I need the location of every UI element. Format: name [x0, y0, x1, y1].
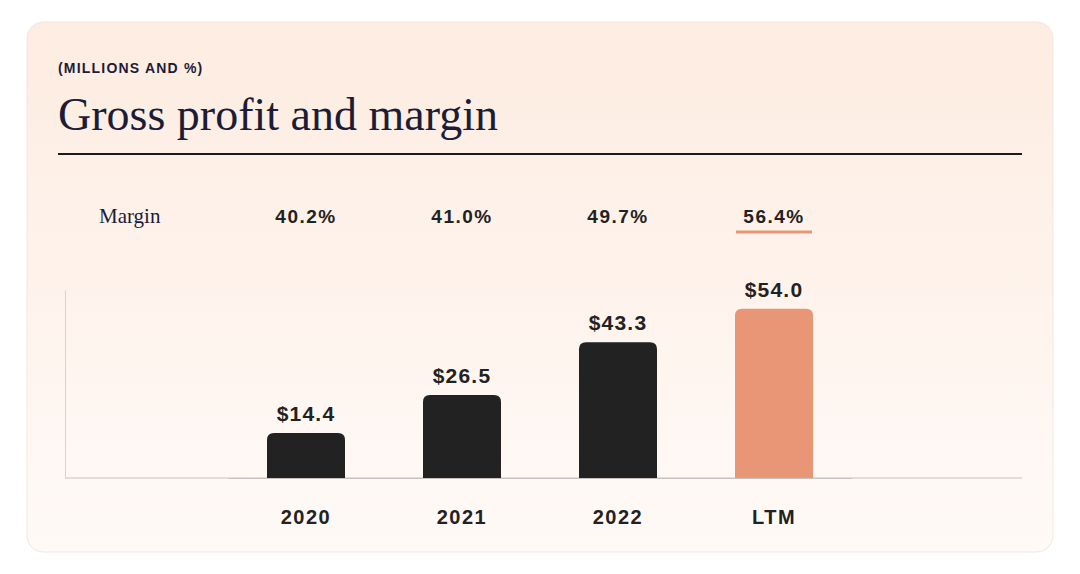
x-tick: 2022 [593, 478, 644, 528]
data-label: $14.4 [277, 402, 336, 425]
bar [423, 395, 501, 478]
margin-row-label: Margin [99, 204, 161, 228]
card [27, 22, 1053, 552]
x-tick: 2021 [437, 478, 488, 528]
data-label: $43.3 [589, 311, 648, 334]
y-axis-line [65, 291, 66, 479]
title: Gross profit and margin [58, 89, 498, 140]
x-tick-label: 2020 [281, 506, 332, 528]
margin-value: 49.7% [587, 206, 648, 227]
x-tick-label: 2022 [593, 506, 644, 528]
highlight-underline [736, 231, 812, 234]
data-label: $54.0 [745, 278, 804, 301]
bar [267, 433, 345, 478]
margin-value: 56.4% [743, 206, 804, 227]
title-rule [58, 153, 1022, 155]
x-axis-line [229, 478, 853, 479]
page-bg [0, 0, 1080, 574]
chart-svg: (MILLIONS AND %) Gross profit and margin $… [0, 0, 1080, 574]
baseline [65, 478, 1022, 479]
subtitle: (MILLIONS AND %) [58, 60, 203, 76]
margin-value: 40.2% [275, 206, 336, 227]
data-label: $26.5 [433, 364, 492, 387]
bar [735, 309, 813, 478]
x-axis: 2020 2021 2022 LTM [229, 478, 853, 528]
bars [267, 309, 813, 478]
y-axis [65, 291, 66, 479]
x-tick: LTM [752, 478, 796, 528]
margin-row: 40.2% 41.0% 49.7% 56.4% [275, 206, 804, 227]
x-tick-label: 2021 [437, 506, 488, 528]
x-tick: 2020 [281, 478, 332, 528]
bar [579, 342, 657, 478]
margin-value: 41.0% [431, 206, 492, 227]
data-labels: $14.4 $26.5 $43.3 $54.0 [277, 278, 804, 425]
x-tick-label: LTM [752, 506, 796, 528]
